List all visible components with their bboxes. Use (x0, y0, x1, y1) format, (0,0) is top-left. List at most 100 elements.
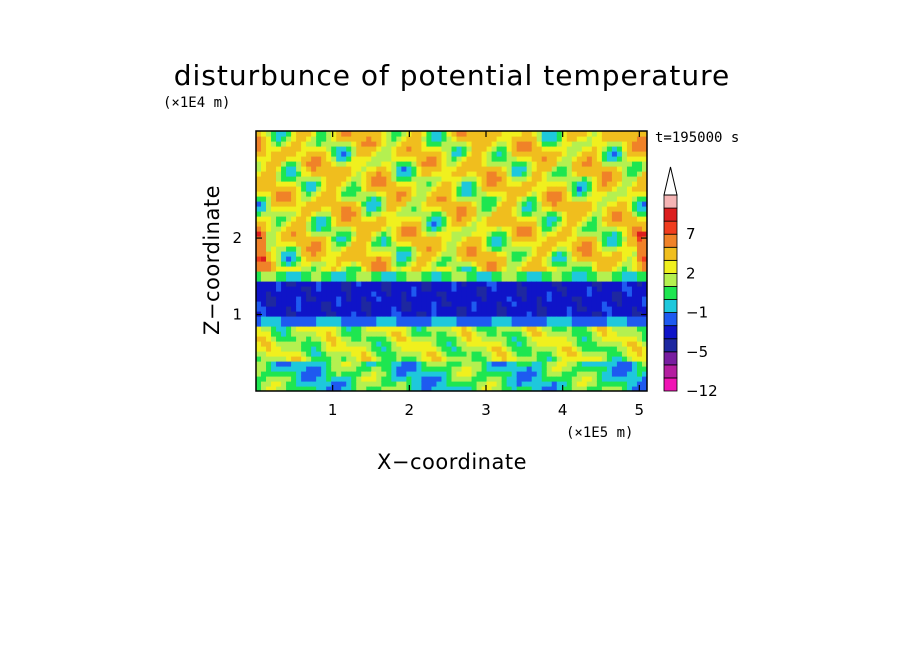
heatmap-cell (371, 136, 377, 142)
heatmap-cell (621, 201, 628, 207)
heatmap-cell (596, 226, 603, 232)
heatmap-cell (341, 226, 347, 232)
heatmap-cell (381, 321, 387, 327)
heatmap-cell (311, 351, 317, 357)
heatmap-cell (296, 336, 302, 342)
heatmap-cell (481, 331, 488, 337)
heatmap-cell (276, 336, 282, 342)
heatmap-cell (546, 381, 553, 387)
x-tick-label: 2 (405, 401, 415, 419)
heatmap-cell (336, 196, 342, 202)
heatmap-cell (556, 196, 563, 202)
heatmap-cell (471, 176, 478, 182)
heatmap-cell (546, 141, 553, 147)
heatmap-cell (256, 326, 262, 332)
heatmap-cell (441, 311, 448, 317)
heatmap-cell (451, 386, 458, 391)
heatmap-cell (516, 136, 523, 142)
heatmap-cell (491, 146, 498, 152)
heatmap-cell (266, 191, 272, 197)
heatmap-cell (326, 326, 332, 332)
heatmap-cell (601, 216, 608, 222)
heatmap-cell (386, 296, 392, 302)
heatmap-cell (571, 256, 578, 262)
heatmap-cell (436, 186, 443, 192)
heatmap-cell (526, 336, 533, 342)
heatmap-cell (431, 166, 438, 172)
heatmap-cell (281, 356, 287, 362)
heatmap-cell (621, 191, 628, 197)
heatmap-cell (416, 211, 423, 217)
heatmap-cell (396, 196, 402, 202)
heatmap-cell (306, 286, 312, 292)
heatmap-cell (456, 271, 463, 277)
heatmap-cell (536, 231, 543, 237)
heatmap-cell (481, 166, 488, 172)
heatmap-cell (546, 136, 553, 142)
heatmap-cell (496, 301, 503, 307)
heatmap-cell (636, 176, 643, 182)
heatmap-cell (606, 201, 613, 207)
heatmap-cell (501, 136, 508, 142)
heatmap-cell (286, 361, 292, 367)
heatmap-cell (526, 266, 533, 272)
heatmap-cell (316, 301, 322, 307)
heatmap-cell (351, 356, 357, 362)
heatmap-cell (571, 141, 578, 147)
heatmap-cell (566, 241, 573, 247)
heatmap-cell (336, 256, 342, 262)
heatmap-cell (416, 141, 423, 147)
heatmap-cell (331, 226, 337, 232)
heatmap-cell (546, 366, 553, 372)
heatmap-cell (606, 291, 613, 297)
heatmap-cell (621, 161, 628, 167)
heatmap-cell (341, 191, 347, 197)
heatmap-cell (351, 326, 357, 332)
heatmap-cell (491, 296, 498, 302)
heatmap-cell (336, 386, 342, 391)
heatmap-cell (451, 251, 458, 257)
heatmap-cell (526, 286, 533, 292)
heatmap-cell (636, 241, 643, 247)
heatmap-cell (551, 171, 558, 177)
heatmap-cell (616, 261, 623, 267)
heatmap-cell (616, 246, 623, 252)
heatmap-cell (361, 281, 367, 287)
heatmap-cell (431, 336, 438, 342)
heatmap-cell (471, 256, 478, 262)
heatmap-cell (356, 331, 362, 337)
heatmap-cell (416, 176, 423, 182)
heatmap-cell (411, 276, 418, 282)
heatmap-cell (511, 186, 518, 192)
heatmap-cell (341, 316, 347, 322)
heatmap-cell (351, 186, 357, 192)
heatmap-cell (291, 291, 297, 297)
heatmap-cell (571, 246, 578, 252)
heatmap-cell (256, 376, 262, 382)
heatmap-cell (406, 356, 412, 362)
heatmap-cell (566, 191, 573, 197)
heatmap-cell (541, 191, 548, 197)
heatmap-cell (491, 201, 498, 207)
heatmap-cell (571, 276, 578, 282)
heatmap-cell (626, 346, 633, 352)
heatmap-cell (356, 191, 362, 197)
heatmap-cell (381, 251, 387, 257)
heatmap-cell (636, 191, 643, 197)
heatmap-cell (351, 336, 357, 342)
heatmap-cell (586, 216, 593, 222)
heatmap-cell (256, 251, 262, 257)
heatmap-cell (546, 316, 553, 322)
heatmap-cell (586, 161, 593, 167)
heatmap-cell (526, 386, 533, 391)
heatmap-cell (326, 361, 332, 367)
heatmap-cell (446, 331, 453, 337)
heatmap-cell (406, 141, 412, 147)
heatmap-cell (516, 231, 523, 237)
heatmap-cell (556, 191, 563, 197)
heatmap-cell (511, 166, 518, 172)
heatmap-cell (381, 336, 387, 342)
heatmap-cell (571, 176, 578, 182)
heatmap-cell (276, 226, 282, 232)
heatmap-cell (501, 281, 508, 287)
